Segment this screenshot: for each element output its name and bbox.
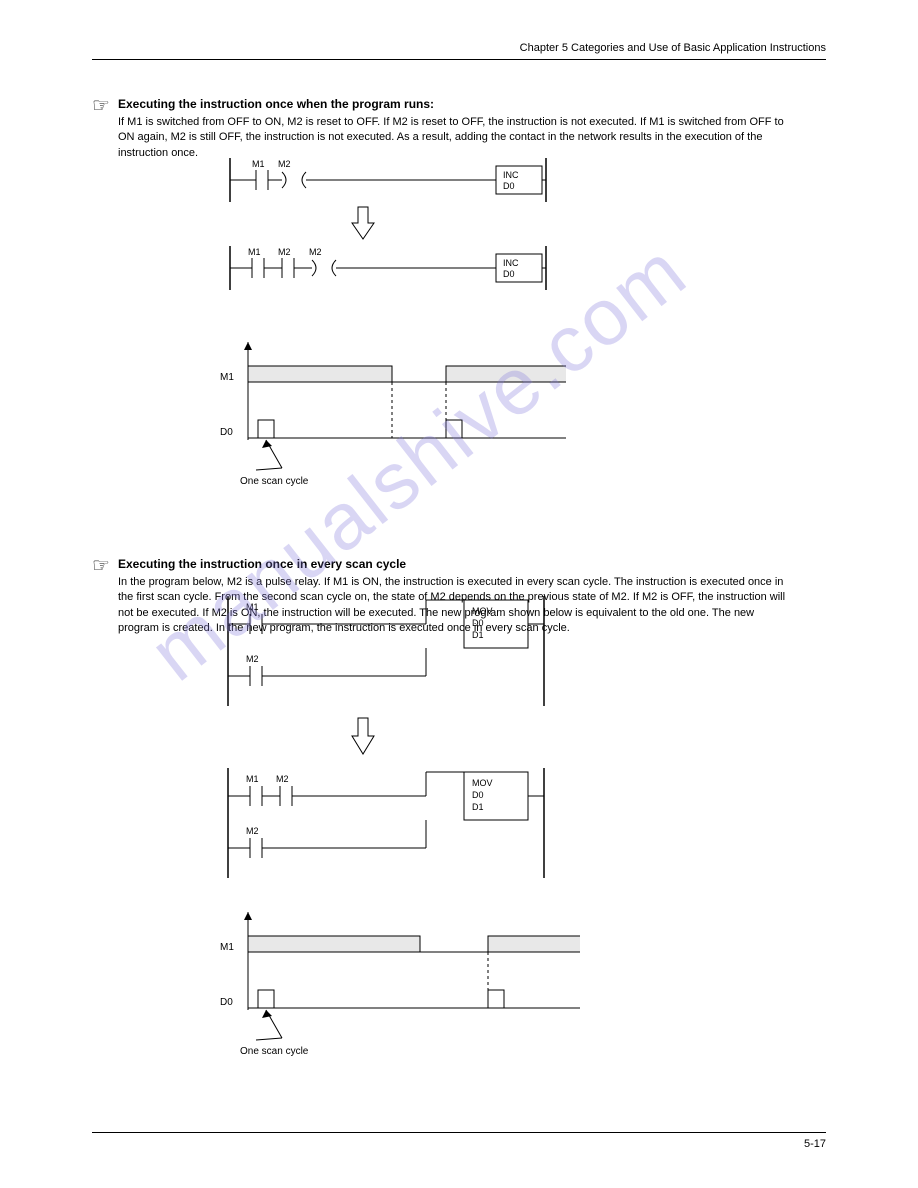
- svg-text:M2: M2: [276, 774, 289, 784]
- svg-text:M2: M2: [246, 654, 259, 664]
- svg-text:D1: D1: [472, 802, 484, 812]
- footer-rule: [92, 1132, 826, 1133]
- page-number: 5-17: [804, 1138, 826, 1150]
- svg-text:D0: D0: [472, 618, 484, 628]
- svg-text:One scan cycle: One scan cycle: [240, 476, 309, 487]
- arrow1-down: [348, 205, 378, 246]
- bullet-icon-2: ☞: [92, 553, 110, 578]
- arrow2-down: [348, 716, 378, 761]
- ladder1-top: M1 M2 INC D0: [228, 158, 548, 207]
- header-rule: [92, 59, 826, 60]
- svg-text:M1: M1: [246, 602, 259, 612]
- svg-text:D0: D0: [472, 790, 484, 800]
- svg-text:M2: M2: [309, 247, 322, 257]
- page: Chapter 5 Categories and Use of Basic Ap…: [0, 0, 918, 1188]
- svg-text:D0: D0: [503, 181, 515, 191]
- svg-text:M2: M2: [278, 247, 291, 257]
- svg-text:MOV: MOV: [472, 778, 493, 788]
- svg-text:M2: M2: [278, 159, 291, 169]
- section1-body: If M1 is switched from OFF to ON, M2 is …: [118, 115, 798, 161]
- svg-text:M1: M1: [246, 774, 259, 784]
- svg-text:INC: INC: [503, 258, 519, 268]
- ladder2-bottom: M1 M2 MOV D0 D1 M2: [226, 768, 546, 883]
- svg-text:M1: M1: [252, 159, 265, 169]
- ladder1-bottom: M1 M2 M2 INC D0: [228, 246, 548, 295]
- svg-text:D1: D1: [472, 630, 484, 640]
- timing1: M1 D0 One scan cycle: [220, 340, 580, 505]
- svg-text:INC: INC: [503, 170, 519, 180]
- section1-title: Executing the instruction once when the …: [118, 97, 434, 111]
- section2-title: Executing the instruction once in every …: [118, 557, 406, 571]
- timing2: M1 D0 One scan cycle: [220, 910, 590, 1075]
- svg-text:M1: M1: [220, 942, 234, 953]
- svg-text:MOV: MOV: [472, 606, 493, 616]
- svg-text:D0: D0: [503, 269, 515, 279]
- svg-text:M2: M2: [246, 826, 259, 836]
- svg-text:M1: M1: [248, 247, 261, 257]
- svg-text:D0: D0: [220, 427, 233, 438]
- svg-text:M1: M1: [220, 372, 234, 383]
- svg-text:D0: D0: [220, 997, 233, 1008]
- header-right: Chapter 5 Categories and Use of Basic Ap…: [520, 42, 826, 54]
- ladder2-top: M1 MOV D0 D1 M2: [226, 596, 546, 711]
- svg-text:One scan cycle: One scan cycle: [240, 1046, 309, 1057]
- bullet-icon: ☞: [92, 93, 110, 118]
